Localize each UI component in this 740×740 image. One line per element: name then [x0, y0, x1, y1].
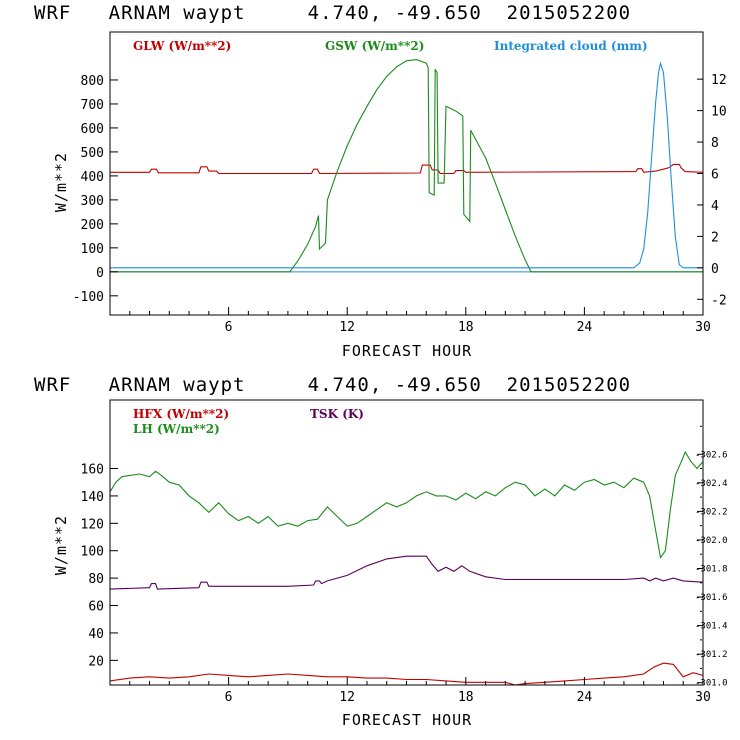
- y-tick-label: 60: [88, 600, 104, 615]
- x-tick-label: 12: [339, 690, 355, 705]
- y-axis-title: W/m**2: [52, 515, 70, 575]
- y2-tick-label: 0: [711, 262, 719, 277]
- series-line-gsw: [110, 59, 703, 273]
- plot-frame: [109, 399, 704, 686]
- y2-tick-label: 8: [711, 136, 719, 151]
- y2-tick-label: -2: [711, 293, 727, 308]
- y-tick-label: 40: [88, 627, 104, 642]
- y-tick-label: 120: [81, 517, 104, 532]
- x-axis-title: FORECAST HOUR: [342, 342, 472, 360]
- y2-tick-label: -302.6: [695, 450, 728, 460]
- x-tick-label: 24: [577, 690, 593, 705]
- legend-hfx: HFX (W/m**2): [133, 407, 229, 421]
- y2-tick-label: 6: [711, 168, 719, 183]
- y2-tick-label: 12: [711, 73, 727, 88]
- chart-title-top: WRF ARNAM waypt 4.740, -49.650 201505220…: [34, 2, 632, 24]
- y-axis-title: W/m**2: [52, 152, 70, 212]
- series-line-glw: [110, 163, 704, 175]
- x-tick-label: 6: [225, 690, 233, 705]
- legend-tsk: TSK (K): [310, 407, 364, 421]
- y-tick-label: 20: [88, 654, 104, 669]
- y-tick-label: 600: [81, 122, 104, 137]
- x-tick-label: 18: [458, 320, 474, 335]
- series-line-lh: [109, 450, 704, 559]
- y2-tick-label: -301.8: [695, 564, 728, 574]
- x-tick-label: 24: [577, 320, 593, 335]
- x-tick-label: 30: [695, 690, 711, 705]
- y2-tick-label: -302.2: [695, 507, 728, 517]
- x-tick-label: 12: [339, 320, 355, 335]
- chart-title-bottom: WRF ARNAM waypt 4.740, -49.650 201505220…: [34, 374, 632, 396]
- y2-tick-label: 4: [711, 199, 719, 214]
- y-tick-label: 500: [81, 146, 104, 161]
- y2-tick-label: -301.6: [695, 593, 728, 603]
- y2-tick-label: 10: [711, 105, 727, 120]
- y2-tick-label: -302.0: [695, 536, 728, 546]
- y-tick-label: 300: [81, 194, 104, 209]
- y-tick-label: 160: [81, 463, 104, 478]
- y2-tick-label: 2: [711, 230, 719, 245]
- legend-lh: LH (W/m**2): [133, 422, 220, 436]
- x-axis-title: FORECAST HOUR: [342, 711, 472, 729]
- y-tick-label: 100: [81, 545, 104, 560]
- y-tick-label: 800: [81, 74, 104, 89]
- plot-frame: [109, 31, 704, 316]
- series-line-hfx: [109, 662, 704, 686]
- y-tick-label: 140: [81, 490, 104, 505]
- y2-tick-label: -302.4: [695, 479, 728, 489]
- y2-tick-label: -301.0: [695, 679, 728, 689]
- x-tick-label: 18: [458, 690, 474, 705]
- y-tick-label: -100: [73, 290, 104, 305]
- y2-tick-label: -301.4: [695, 622, 728, 632]
- chart-top: 6 12 18 24 30-1000100200300400500600700800-2…: [52, 31, 727, 360]
- legend-glw: GLW (W/m**2): [133, 39, 231, 53]
- y-tick-label: 80: [88, 572, 104, 587]
- y-tick-label: 400: [81, 170, 104, 185]
- series-line-tsk: [109, 555, 704, 590]
- legend-gsw: GSW (W/m**2): [325, 39, 424, 53]
- y-tick-label: 100: [81, 242, 104, 257]
- legend-cloud: Integrated cloud (mm): [494, 39, 648, 53]
- x-tick-label: 30: [695, 320, 711, 335]
- y-tick-label: 700: [81, 98, 104, 113]
- y2-tick-label: -301.2: [695, 650, 728, 660]
- y-tick-label: 0: [96, 266, 104, 281]
- y-tick-label: 200: [81, 218, 104, 233]
- x-tick-label: 6: [225, 320, 233, 335]
- series-line-integrated: [110, 61, 703, 269]
